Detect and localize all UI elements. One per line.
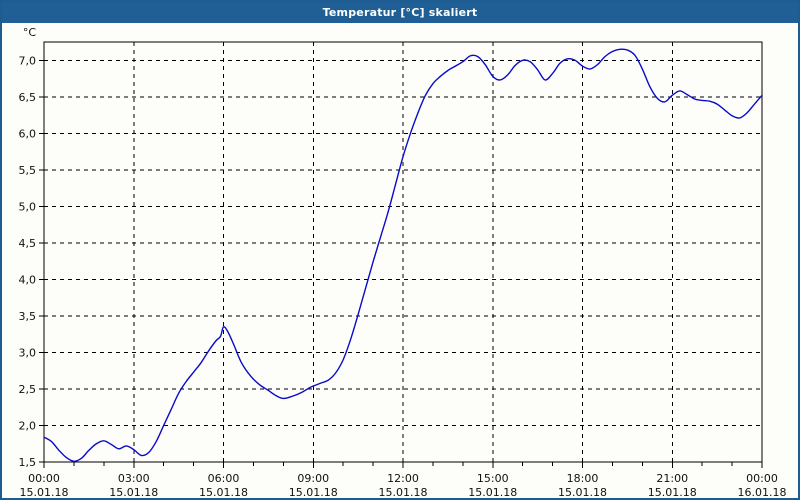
y-tick-label: 2,0 <box>19 419 37 432</box>
y-tick-label: 3,0 <box>19 346 37 359</box>
x-tick-date-label: 15.01.18 <box>468 486 517 498</box>
grid-lines <box>44 42 762 463</box>
plot-frame <box>43 41 763 463</box>
x-tick-date-label: 15.01.18 <box>199 486 248 498</box>
y-tick-label: 6,5 <box>19 91 37 104</box>
plot-area-container: 7,0 6,5 6,0 5,5 5,0 4,5 4,0 3,5 3,0 2,5 2,0 1,5 00:… <box>2 23 798 498</box>
x-tick-date-label: 15.01.18 <box>648 486 697 498</box>
x-tick-time-label: 00:00 <box>28 472 60 485</box>
x-tick-time-label: 21:00 <box>656 472 688 485</box>
x-tick-date-label: 15.01.18 <box>289 486 338 498</box>
x-tick-time-label: 03:00 <box>118 472 150 485</box>
temperature-series-line <box>43 48 763 462</box>
x-tick-date-label: 15.01.18 <box>20 486 69 498</box>
y-axis-unit-label: °C <box>23 26 37 39</box>
x-tick-date-label: 15.01.18 <box>558 486 607 498</box>
axis-unit-label: °C <box>23 26 37 39</box>
x-tick-time-label: 12:00 <box>387 472 419 485</box>
y-tick-label: 5,0 <box>19 200 37 213</box>
x-tick-time-label: 18:00 <box>567 472 599 485</box>
y-tick-label: 1,5 <box>19 456 37 469</box>
x-tick-date-label: 16.01.18 <box>738 486 787 498</box>
temperature-line-chart: 7,0 6,5 6,0 5,5 5,0 4,5 4,0 3,5 3,0 2,5 2,0 1,5 00:… <box>2 23 798 498</box>
temperature-curve <box>43 48 763 462</box>
y-axis-tick-labels: 7,0 6,5 6,0 5,5 5,0 4,5 4,0 3,5 3,0 2,5 2,0 1,5 <box>19 54 37 469</box>
y-tick-label: 6,0 <box>19 127 37 140</box>
x-axis-tick-labels: 00:0015.01.1803:0015.01.1806:0015.01.180… <box>20 472 787 498</box>
x-tick-time-label: 00:00 <box>746 472 778 485</box>
x-tick-time-label: 09:00 <box>297 472 329 485</box>
y-tick-label: 5,5 <box>19 164 37 177</box>
x-tick-date-label: 15.01.18 <box>109 486 158 498</box>
x-tick-time-label: 06:00 <box>208 472 240 485</box>
y-tick-label: 2,5 <box>19 383 37 396</box>
x-tick-date-label: 15.01.18 <box>379 486 428 498</box>
y-tick-label: 4,5 <box>19 237 37 250</box>
axis-ticks <box>39 59 763 468</box>
y-tick-label: 3,5 <box>19 310 37 323</box>
page-title: Temperatur [°C] skaliert <box>322 6 478 19</box>
x-tick-time-label: 15:00 <box>477 472 509 485</box>
y-tick-label: 4,0 <box>19 273 37 286</box>
y-tick-label: 7,0 <box>19 54 37 67</box>
window-title-bar: Temperatur [°C] skaliert <box>2 2 798 23</box>
